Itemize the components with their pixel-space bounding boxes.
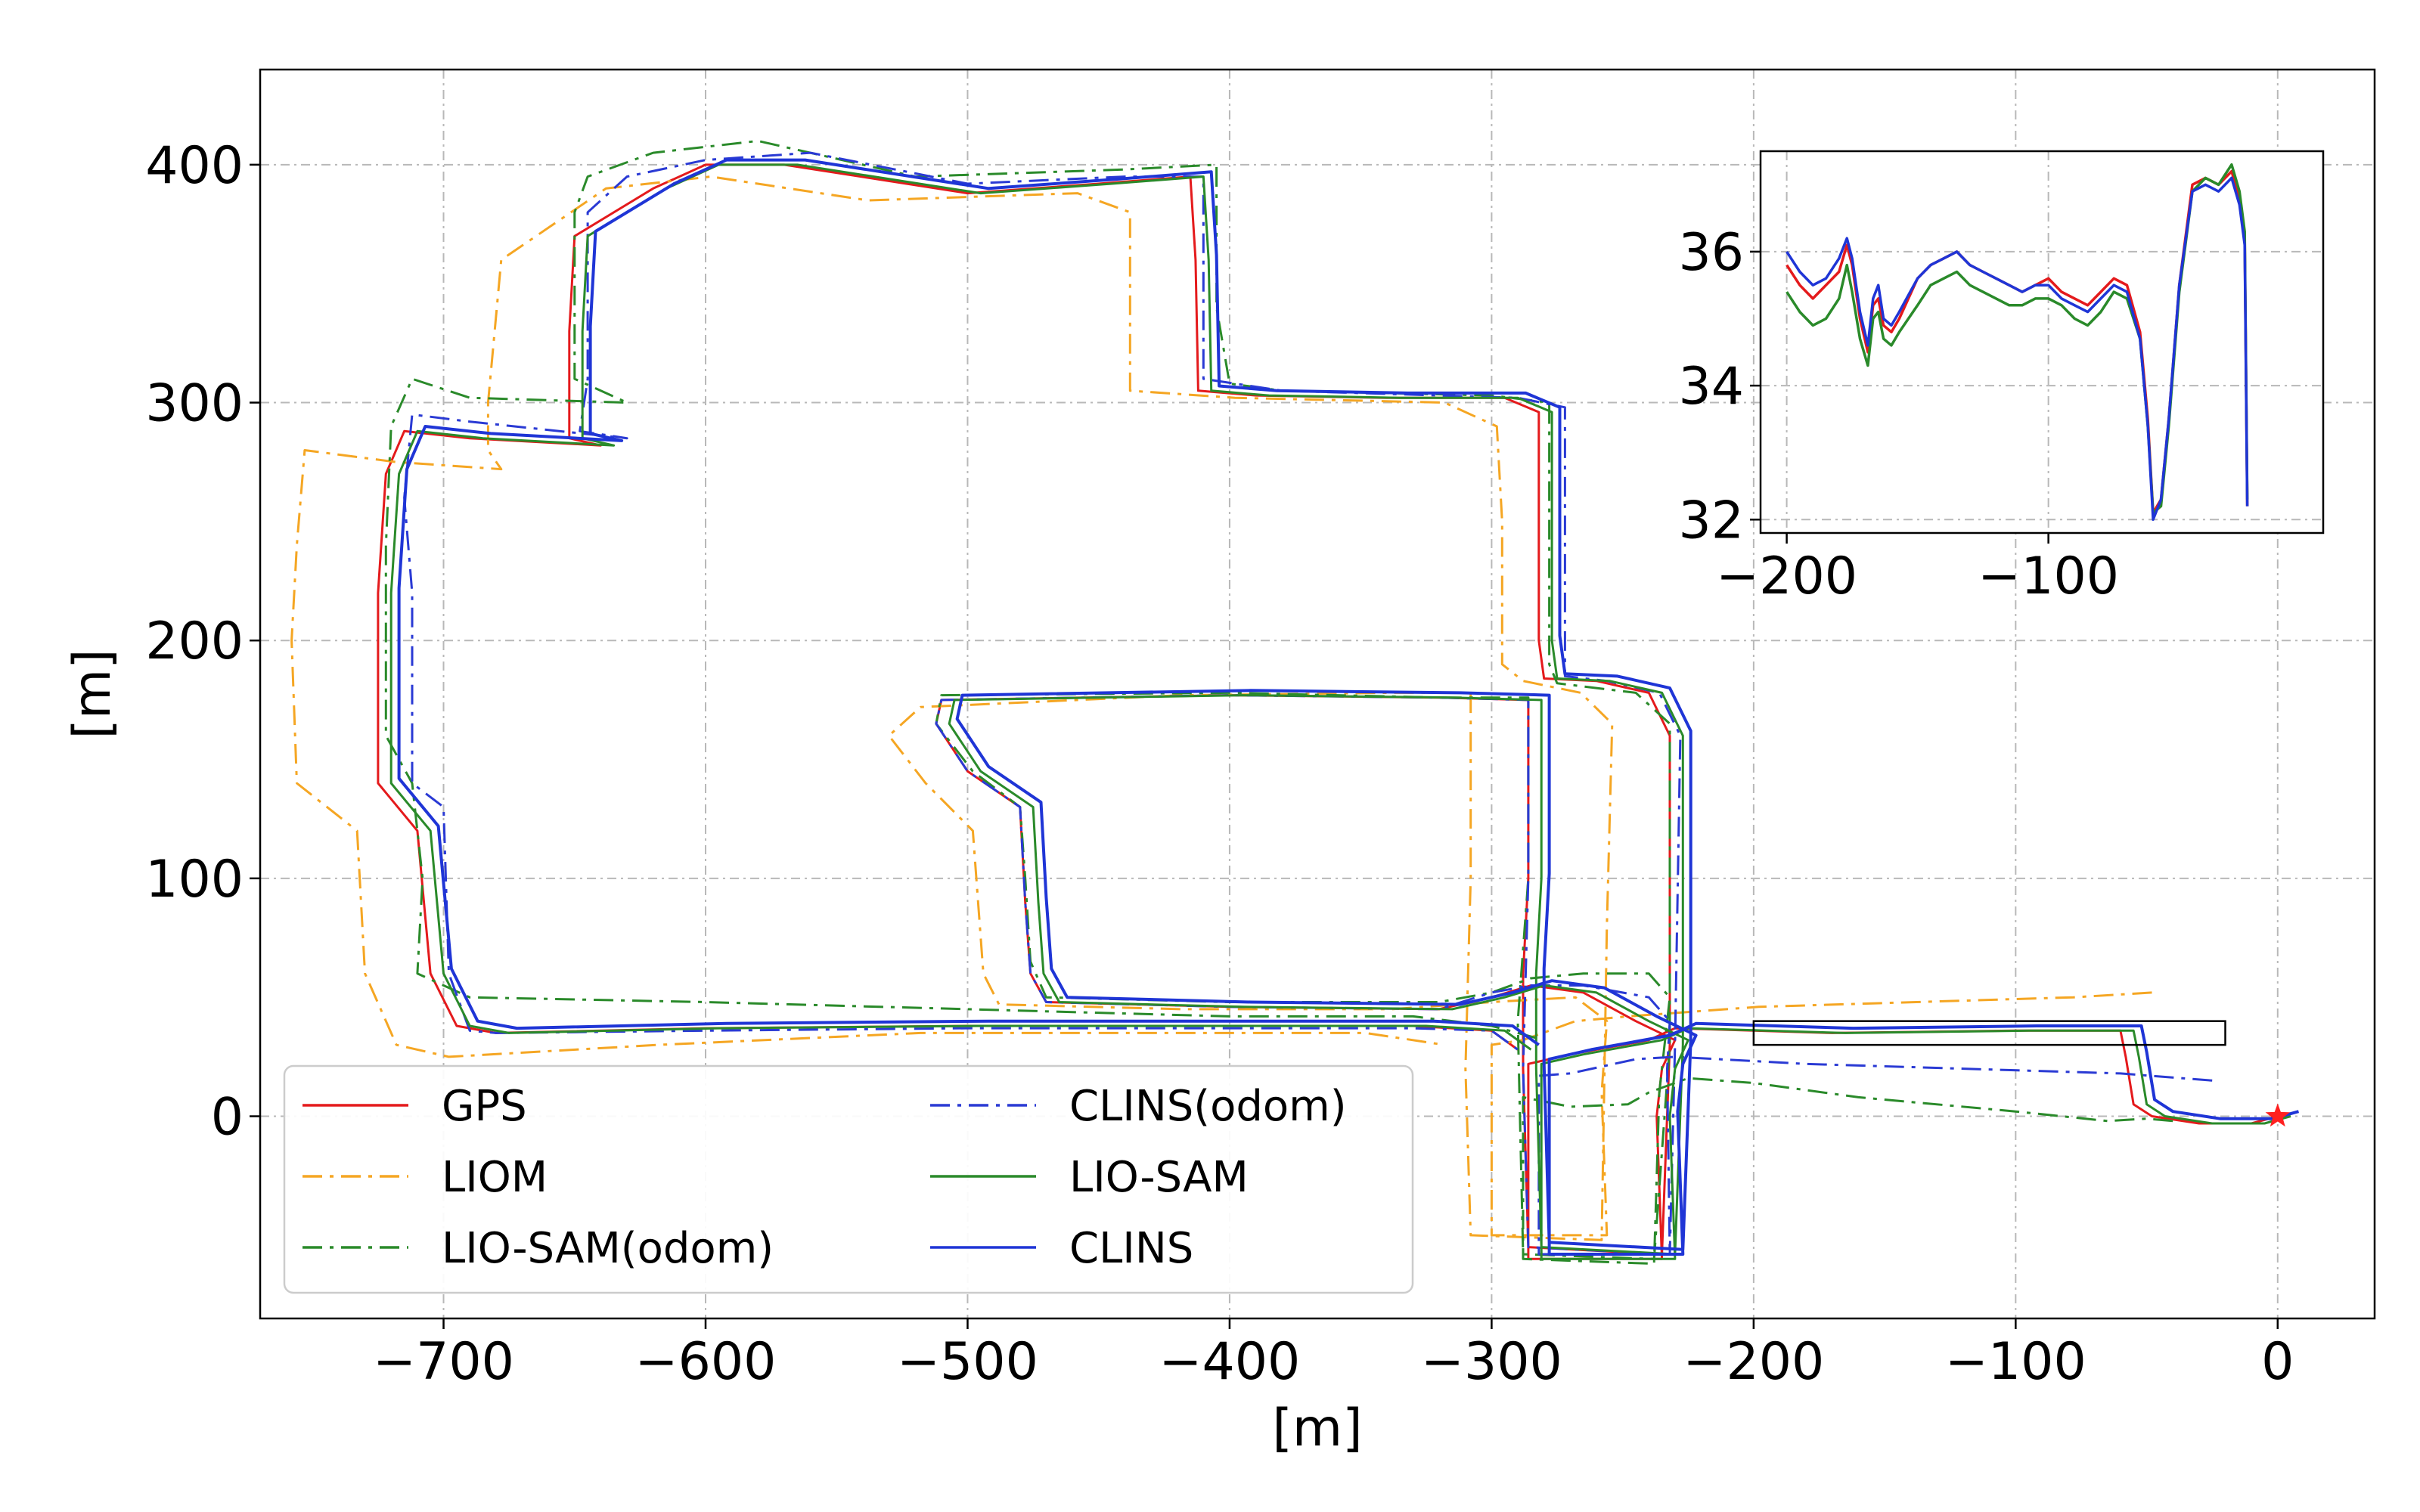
series-line-lio-sam-odom- (384, 139, 2173, 1266)
inset-y-tick-label: 34 (1678, 357, 1744, 417)
inset-plot-frame (1759, 150, 2325, 534)
legend-item: LIO-SAM(odom) (302, 1224, 774, 1273)
main-plot-frame (259, 68, 2376, 1320)
legend-item: CLINS(odom) (930, 1082, 1347, 1131)
x-tick-label: −100 (1945, 1332, 2086, 1392)
x-axis-label: [m] (1272, 1399, 1362, 1458)
inset-x-tick-label: −200 (1716, 547, 1857, 606)
x-tick-label: 0 (2261, 1332, 2294, 1392)
legend-label: LIO-SAM (1069, 1153, 1249, 1202)
series-line-liom (290, 175, 2152, 1241)
inset-y-ticks: 32 34 36 (1678, 223, 1761, 550)
y-tick-label: 300 (145, 374, 244, 434)
main-y-ticks: 0 100 200 300 400 (145, 136, 260, 1148)
y-tick-label: 200 (145, 612, 244, 671)
legend-item: LIOM (302, 1153, 548, 1202)
x-tick-label: −700 (373, 1332, 514, 1392)
y-tick-label: 0 (211, 1088, 244, 1148)
y-tick-label: 100 (145, 850, 244, 909)
x-tick-label: −300 (1421, 1332, 1562, 1392)
legend-label: CLINS (1069, 1224, 1193, 1273)
inset-y-tick-label: 32 (1678, 491, 1744, 550)
legend-label: LIOM (442, 1153, 548, 1202)
x-tick-label: −400 (1159, 1332, 1301, 1392)
series-line-clins (397, 158, 2300, 1256)
y-axis-label: [m] (63, 649, 123, 739)
x-tick-label: −500 (897, 1332, 1038, 1392)
inset-grid (1761, 151, 2323, 533)
x-tick-label: −600 (635, 1332, 777, 1392)
legend: GPS LIOM LIO-SAM(odom) CLINS(odom) LIO-SAM CL… (283, 1064, 1414, 1294)
inset-x-tick-label: −100 (1978, 547, 2119, 606)
x-tick-label: −200 (1683, 1332, 1824, 1392)
main-x-ticks: −700 −600 −500 −400 −300 −200 −100 0 (373, 1318, 2294, 1392)
legend-label: CLINS(odom) (1069, 1082, 1347, 1131)
legend-item: CLINS (930, 1224, 1193, 1273)
legend-item: LIO-SAM (930, 1153, 1249, 1202)
start-marker-star (2265, 1103, 2290, 1127)
legend-label: LIO-SAM(odom) (442, 1224, 774, 1273)
inset-x-ticks: −200 −100 (1716, 533, 2119, 606)
main-annotations (1752, 1020, 2290, 1127)
zoom-region-box (1752, 1020, 2226, 1046)
inset-series (1786, 163, 2249, 522)
legend-item: GPS (302, 1082, 527, 1131)
main-series (290, 139, 2300, 1266)
legend-label: GPS (442, 1082, 527, 1131)
inset-plot-background (1761, 151, 2323, 533)
inset-y-tick-label: 36 (1678, 223, 1744, 283)
legend-box (283, 1064, 1414, 1294)
inset-plot: −200 −100 32 34 36 (1678, 150, 2325, 606)
inset-series-line-clins (1786, 176, 2249, 522)
y-tick-label: 400 (145, 136, 244, 196)
